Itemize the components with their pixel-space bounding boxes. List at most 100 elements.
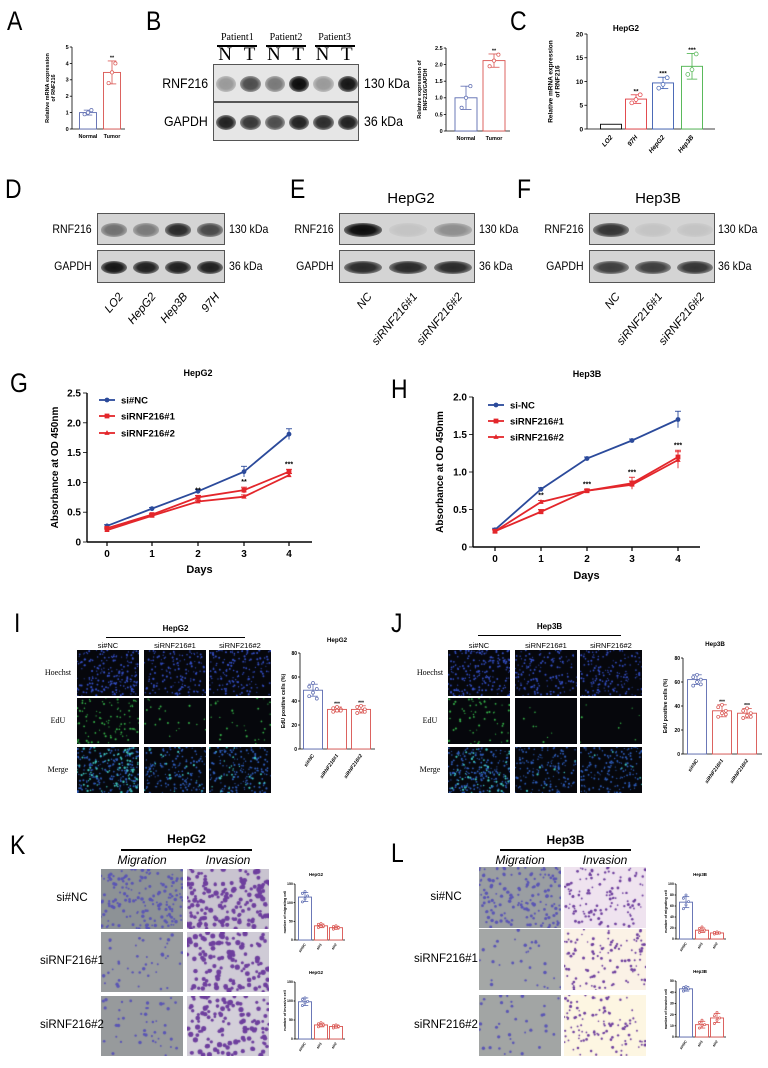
protein-band bbox=[593, 260, 629, 275]
patient-label: Patient3 bbox=[318, 32, 352, 43]
data-point bbox=[319, 1024, 323, 1028]
micrograph-edu bbox=[77, 698, 139, 744]
data-point bbox=[317, 1025, 320, 1029]
y-tick-label: 0 bbox=[291, 938, 293, 942]
data-point bbox=[109, 70, 114, 75]
category-label: si#1 bbox=[697, 942, 704, 950]
data-point bbox=[675, 417, 681, 422]
blot-row-gapdh bbox=[97, 250, 225, 283]
column-label: siRNF216#1 bbox=[525, 641, 567, 650]
micrograph-hoechst bbox=[144, 650, 206, 696]
legend-label: si-NC bbox=[510, 401, 535, 412]
blot-title: Hep3B bbox=[635, 190, 681, 207]
data-point bbox=[82, 112, 87, 117]
row-label: Merge bbox=[47, 765, 69, 774]
protein-label: GAPDH bbox=[164, 113, 208, 130]
category-label: HepG2 bbox=[648, 134, 667, 155]
row-label: Hoechst bbox=[44, 668, 72, 677]
data-point bbox=[337, 1025, 341, 1028]
row-label: siRNF216#2 bbox=[414, 1018, 478, 1031]
x-tick-label: 1 bbox=[149, 549, 155, 560]
y-tick-label: 80 bbox=[670, 893, 674, 897]
data-point bbox=[496, 52, 501, 57]
data-point bbox=[359, 708, 363, 713]
protein-band bbox=[100, 260, 128, 275]
data-point bbox=[332, 925, 335, 928]
data-point bbox=[698, 931, 701, 934]
micrograph-merge bbox=[144, 747, 206, 793]
y-tick-label: 150 bbox=[287, 882, 293, 886]
chart-title: Hep3B bbox=[705, 641, 725, 648]
significance-label: *** bbox=[719, 699, 725, 705]
data-point bbox=[720, 702, 724, 707]
data-point bbox=[493, 402, 499, 408]
y-tick-label: 40 bbox=[670, 990, 674, 994]
data-point bbox=[334, 924, 338, 928]
y-tick-label: 0.5 bbox=[435, 112, 443, 118]
micrograph-merge bbox=[580, 747, 642, 793]
molecular-weight-label: 130 kDa bbox=[479, 221, 519, 236]
chart-5: 0 0.5 1.0 1.5 2.0 Absorbance at OD 450nm Hep3B… bbox=[435, 369, 700, 582]
data-point bbox=[745, 713, 749, 718]
data-point bbox=[314, 687, 319, 691]
protein-band bbox=[215, 76, 237, 92]
protein-label: RNF216 bbox=[162, 74, 208, 91]
protein-label: RNF216 bbox=[544, 221, 584, 236]
data-point bbox=[338, 708, 343, 713]
row-label: si#NC bbox=[56, 892, 88, 904]
protein-band bbox=[343, 223, 382, 237]
data-point bbox=[334, 1025, 338, 1029]
protein-band bbox=[388, 223, 428, 237]
y-tick-label: 0 bbox=[579, 126, 583, 133]
data-point bbox=[684, 985, 688, 988]
y-tick-label: 2.5 bbox=[67, 389, 81, 400]
y-tick-label: 0 bbox=[66, 127, 69, 133]
data-point bbox=[713, 1022, 716, 1025]
data-point bbox=[698, 682, 703, 687]
data-point bbox=[538, 499, 544, 504]
data-point bbox=[355, 705, 360, 709]
data-point bbox=[104, 527, 110, 532]
category-label: si#1 bbox=[316, 943, 323, 951]
protein-band bbox=[264, 114, 286, 131]
y-tick-label: 80 bbox=[291, 651, 297, 657]
x-tick-label: 4 bbox=[286, 549, 292, 560]
data-point bbox=[718, 1016, 721, 1020]
data-point bbox=[682, 986, 685, 990]
protein-band bbox=[313, 76, 334, 92]
protein-band bbox=[343, 260, 382, 275]
protein-band bbox=[388, 260, 428, 275]
molecular-weight-label: 130 kDa bbox=[718, 221, 758, 236]
data-point bbox=[664, 75, 670, 81]
y-tick-label: 20 bbox=[670, 926, 674, 930]
y-tick-label: 150 bbox=[287, 980, 293, 984]
protein-band bbox=[635, 260, 671, 275]
data-point bbox=[700, 1024, 704, 1028]
y-tick-label: 20 bbox=[670, 1013, 674, 1017]
protein-band bbox=[593, 223, 629, 237]
micrograph-edu bbox=[144, 698, 206, 744]
category-label: si#NC bbox=[298, 1041, 307, 1052]
chart-title: HepG2 bbox=[309, 970, 324, 975]
panel-title: HepG2 bbox=[167, 832, 206, 846]
data-point bbox=[149, 512, 155, 518]
row-label: si#NC bbox=[430, 890, 462, 903]
molecular-weight-label: 130 kDa bbox=[364, 74, 410, 91]
data-point bbox=[723, 712, 728, 717]
y-tick-label: 1.0 bbox=[435, 96, 443, 102]
y-tick-label: 100 bbox=[668, 882, 674, 886]
data-point bbox=[698, 1021, 701, 1024]
blot-row-rnf216 bbox=[213, 64, 359, 102]
chart-2: 0 0.5 1.0 1.5 2.0 2.5 Relative expression of RN… bbox=[417, 46, 510, 142]
data-point bbox=[720, 711, 724, 716]
micrograph-migration bbox=[101, 932, 183, 992]
data-point bbox=[307, 694, 312, 699]
data-point bbox=[682, 896, 685, 900]
data-point bbox=[322, 924, 326, 928]
panel-title: HepG2 bbox=[162, 624, 189, 633]
y-tick-label: 20 bbox=[576, 31, 584, 38]
micrograph-invasion bbox=[564, 995, 646, 1056]
panel-label-k: K bbox=[10, 830, 26, 860]
category-label: siRNF216#1 bbox=[319, 753, 340, 780]
